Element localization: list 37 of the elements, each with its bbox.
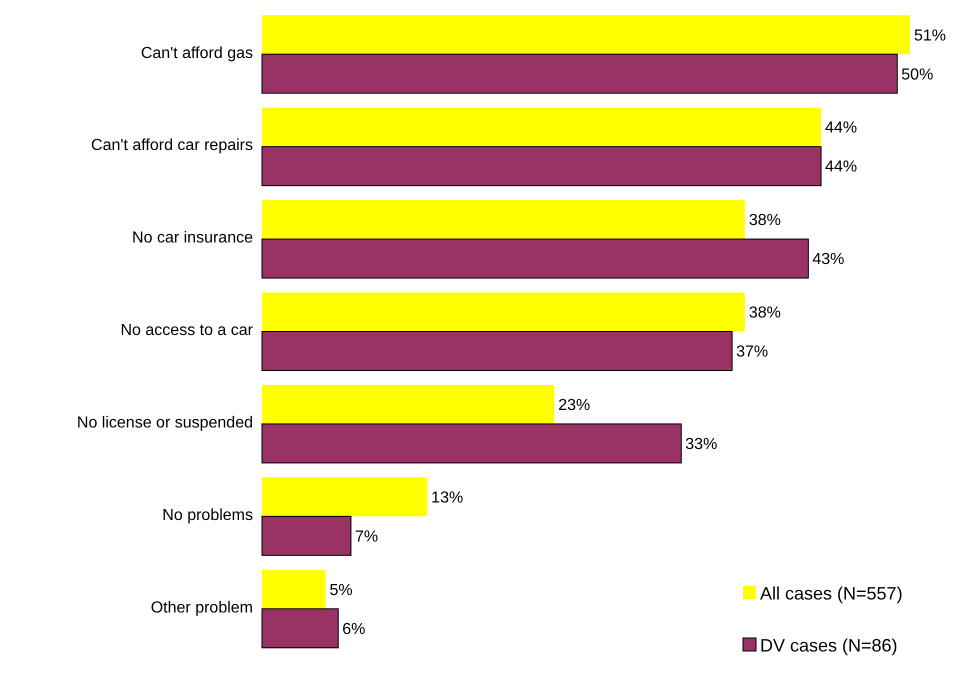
data-label: 51% xyxy=(914,27,946,44)
y-tick-label: Can't afford car repairs xyxy=(91,137,253,154)
data-label: 38% xyxy=(748,212,781,230)
data-label: 7% xyxy=(354,528,378,546)
legend-label: DV cases (N=86) xyxy=(760,635,898,656)
legend-label: All cases (N=557) xyxy=(760,583,903,604)
data-label: 33% xyxy=(685,436,718,454)
bar xyxy=(262,108,822,147)
data-label: 44% xyxy=(825,158,858,176)
bar xyxy=(262,608,339,648)
y-tick-label: Can't afford gas xyxy=(140,44,253,62)
bar xyxy=(262,477,428,516)
data-label: 38% xyxy=(748,304,781,322)
data-label: 6% xyxy=(342,620,366,638)
data-label: 37% xyxy=(736,344,768,361)
bar xyxy=(262,15,910,54)
bar xyxy=(262,384,554,424)
bar xyxy=(262,54,898,94)
data-label: 44% xyxy=(825,120,858,137)
bar xyxy=(262,292,745,332)
y-tick-label: No license or suspended xyxy=(76,414,253,432)
bar xyxy=(262,516,352,556)
y-tick-label: No problems xyxy=(162,506,253,524)
y-tick-label: Other problem xyxy=(150,599,253,616)
bar xyxy=(262,423,682,464)
y-tick-label: No car insurance xyxy=(132,230,254,247)
bar xyxy=(262,200,745,240)
data-label: 23% xyxy=(558,397,590,414)
bar xyxy=(262,146,822,186)
data-label: 50% xyxy=(901,66,934,84)
y-tick-label: No access to a car xyxy=(120,322,254,340)
bar xyxy=(262,238,809,279)
bar xyxy=(262,331,733,371)
data-label: 13% xyxy=(431,489,464,506)
bar xyxy=(262,570,326,609)
data-label: 5% xyxy=(330,582,353,599)
data-label: 43% xyxy=(812,251,844,268)
